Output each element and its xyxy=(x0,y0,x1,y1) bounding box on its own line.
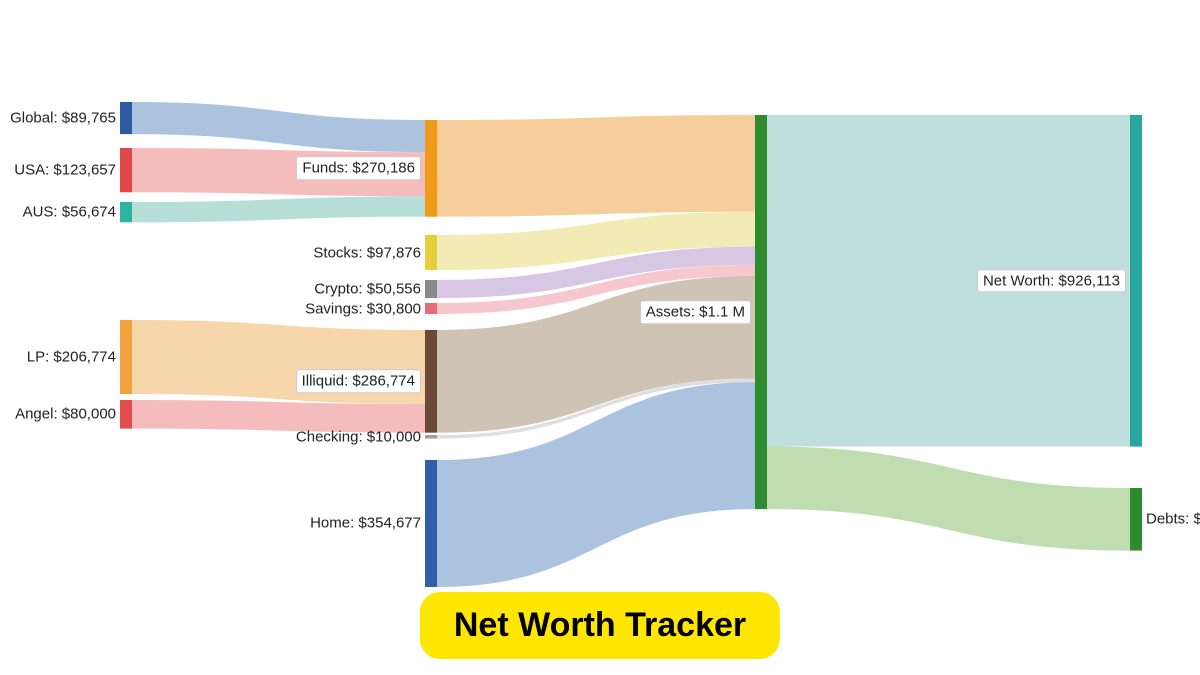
sankey-node-checking xyxy=(425,435,437,439)
sankey-node-savings xyxy=(425,303,437,314)
sankey-label-networth: Net Worth: $926,113 xyxy=(977,269,1126,293)
sankey-node-aus xyxy=(120,202,132,222)
sankey-label-usa: USA: $123,657 xyxy=(14,160,116,180)
sankey-label-crypto: Crypto: $50,556 xyxy=(314,279,421,299)
title-badge: Net Worth Tracker xyxy=(422,594,778,657)
sankey-label-savings: Savings: $30,800 xyxy=(305,299,421,319)
sankey-label-debts: Debts: $174,756 xyxy=(1146,510,1200,530)
sankey-label-lp: LP: $206,774 xyxy=(27,347,116,367)
sankey-node-stocks xyxy=(425,235,437,270)
sankey-label-angel: Angel: $80,000 xyxy=(15,405,116,425)
sankey-label-funds: Funds: $270,186 xyxy=(296,157,421,181)
sankey-link-assets-to-debts xyxy=(767,447,1130,551)
sankey-node-home xyxy=(425,460,437,587)
sankey-label-aus: AUS: $56,674 xyxy=(23,202,116,222)
sankey-label-assets: Assets: $1.1 M xyxy=(640,300,751,324)
sankey-link-aus-to-funds xyxy=(132,196,425,222)
sankey-node-illiquid xyxy=(425,330,437,433)
sankey-node-assets xyxy=(755,115,767,509)
sankey-chart xyxy=(0,0,1200,675)
sankey-label-home: Home: $354,677 xyxy=(310,514,421,534)
sankey-node-angel xyxy=(120,400,132,429)
sankey-node-lp xyxy=(120,320,132,394)
sankey-link-global-to-funds xyxy=(132,102,425,152)
sankey-label-checking: Checking: $10,000 xyxy=(296,427,421,447)
sankey-node-networth xyxy=(1130,115,1142,447)
sankey-link-funds-to-assets xyxy=(437,115,755,217)
sankey-node-debts xyxy=(1130,488,1142,551)
sankey-label-stocks: Stocks: $97,876 xyxy=(313,243,421,263)
sankey-node-global xyxy=(120,102,132,134)
sankey-node-crypto xyxy=(425,280,437,298)
sankey-node-usa xyxy=(120,148,132,192)
sankey-label-illiquid: Illiquid: $286,774 xyxy=(296,370,421,394)
sankey-node-funds xyxy=(425,120,437,217)
sankey-label-global: Global: $89,765 xyxy=(10,108,116,128)
